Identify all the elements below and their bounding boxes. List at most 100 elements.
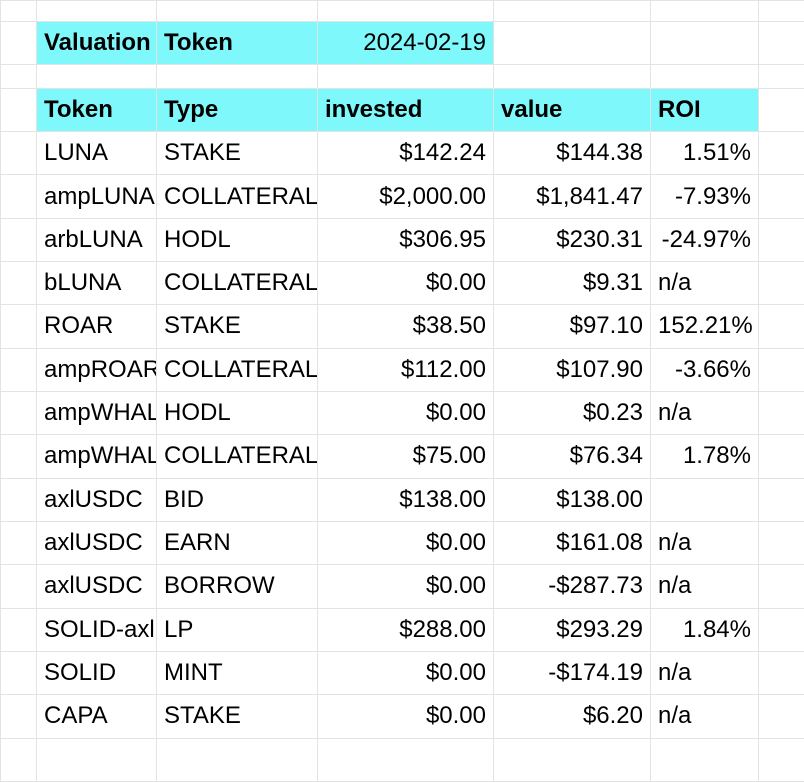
cell-roi[interactable]: 1.51%	[650, 131, 759, 176]
cell-type[interactable]: HODL	[156, 390, 318, 436]
cell-invested[interactable]: $112.00	[317, 347, 494, 392]
cell[interactable]	[36, 0, 157, 22]
cell-type[interactable]: COLLATERAL	[156, 434, 318, 479]
cell-roi[interactable]: n/a	[650, 390, 759, 436]
cell[interactable]	[758, 694, 804, 739]
cell[interactable]	[36, 63, 157, 89]
cell-type[interactable]: COLLATERAL	[156, 260, 318, 306]
cell-token[interactable]: CAPA	[36, 694, 157, 739]
cell[interactable]	[0, 174, 37, 219]
cell[interactable]	[650, 20, 759, 65]
cell-value[interactable]: -$287.73	[493, 564, 651, 609]
cell-invested[interactable]: $2,000.00	[317, 174, 494, 219]
cell-type[interactable]: STAKE	[156, 131, 318, 176]
cell[interactable]	[758, 260, 804, 306]
cell-roi[interactable]: n/a	[650, 260, 759, 306]
cell[interactable]	[0, 304, 37, 349]
cell-token[interactable]: ampLUNA	[36, 174, 157, 219]
cell[interactable]	[758, 434, 804, 479]
cell[interactable]	[758, 650, 804, 696]
valuation-label-cell[interactable]: Valuation	[36, 20, 157, 65]
cell[interactable]	[650, 737, 759, 782]
cell-roi[interactable]: 152.21%	[650, 304, 759, 349]
cell-type[interactable]: COLLATERAL	[156, 347, 318, 392]
cell-value[interactable]: $293.29	[493, 607, 651, 652]
header-cell-type[interactable]: Type	[156, 87, 318, 133]
cell[interactable]	[0, 434, 37, 479]
cell[interactable]	[0, 607, 37, 652]
cell-invested[interactable]: $288.00	[317, 607, 494, 652]
cell[interactable]	[317, 0, 494, 22]
cell-type[interactable]: COLLATERAL	[156, 174, 318, 219]
cell-token[interactable]: ampROAR	[36, 347, 157, 392]
cell[interactable]	[156, 63, 318, 89]
cell-type[interactable]: LP	[156, 607, 318, 652]
cell-roi[interactable]: 1.84%	[650, 607, 759, 652]
cell[interactable]	[0, 63, 37, 89]
cell[interactable]	[0, 737, 37, 782]
cell-invested[interactable]: $306.95	[317, 217, 494, 263]
cell-roi[interactable]	[650, 477, 759, 522]
cell[interactable]	[317, 63, 494, 89]
cell[interactable]	[0, 131, 37, 176]
cell-invested[interactable]: $0.00	[317, 260, 494, 306]
cell-value[interactable]: -$174.19	[493, 650, 651, 696]
cell[interactable]	[0, 87, 37, 133]
cell-roi[interactable]: n/a	[650, 564, 759, 609]
cell-type[interactable]: STAKE	[156, 304, 318, 349]
cell[interactable]	[758, 20, 804, 65]
cell-roi[interactable]: 1.78%	[650, 434, 759, 479]
cell[interactable]	[0, 260, 37, 306]
cell[interactable]	[650, 63, 759, 89]
cell[interactable]	[758, 477, 804, 522]
cell-value[interactable]: $97.10	[493, 304, 651, 349]
header-cell-invested[interactable]: invested	[317, 87, 494, 133]
cell[interactable]	[758, 390, 804, 436]
cell[interactable]	[758, 347, 804, 392]
cell[interactable]	[758, 87, 804, 133]
header-cell-roi[interactable]: ROI	[650, 87, 759, 133]
cell-invested[interactable]: $0.00	[317, 564, 494, 609]
valuation-token-cell[interactable]: Token	[156, 20, 318, 65]
cell-value[interactable]: $230.31	[493, 217, 651, 263]
cell[interactable]	[758, 174, 804, 219]
cell[interactable]	[650, 0, 759, 22]
cell[interactable]	[0, 564, 37, 609]
cell[interactable]	[758, 304, 804, 349]
cell[interactable]	[0, 477, 37, 522]
cell-type[interactable]: MINT	[156, 650, 318, 696]
cell[interactable]	[0, 390, 37, 436]
cell-invested[interactable]: $142.24	[317, 131, 494, 176]
cell-token[interactable]: LUNA	[36, 131, 157, 176]
cell[interactable]	[156, 737, 318, 782]
cell-token[interactable]: ROAR	[36, 304, 157, 349]
cell[interactable]	[0, 217, 37, 263]
cell-type[interactable]: BORROW	[156, 564, 318, 609]
header-cell-token[interactable]: Token	[36, 87, 157, 133]
cell-roi[interactable]: -24.97%	[650, 217, 759, 263]
cell-invested[interactable]: $38.50	[317, 304, 494, 349]
valuation-date-cell[interactable]: 2024-02-19	[317, 20, 494, 65]
cell-token[interactable]: SOLID-axlUSDC	[36, 607, 157, 652]
cell-invested[interactable]: $75.00	[317, 434, 494, 479]
cell-token[interactable]: ampWHALE	[36, 434, 157, 479]
cell-value[interactable]: $1,841.47	[493, 174, 651, 219]
cell-value[interactable]: $161.08	[493, 520, 651, 566]
cell[interactable]	[156, 0, 318, 22]
cell-invested[interactable]: $138.00	[317, 477, 494, 522]
cell[interactable]	[493, 737, 651, 782]
cell[interactable]	[758, 63, 804, 89]
cell-value[interactable]: $107.90	[493, 347, 651, 392]
cell-invested[interactable]: $0.00	[317, 520, 494, 566]
cell-token[interactable]: axlUSDC	[36, 520, 157, 566]
cell-value[interactable]: $76.34	[493, 434, 651, 479]
cell-roi[interactable]: n/a	[650, 650, 759, 696]
cell-value[interactable]: $138.00	[493, 477, 651, 522]
cell-invested[interactable]: $0.00	[317, 694, 494, 739]
cell-token[interactable]: ampWHALE	[36, 390, 157, 436]
cell[interactable]	[758, 217, 804, 263]
cell-token[interactable]: axlUSDC	[36, 564, 157, 609]
cell[interactable]	[758, 520, 804, 566]
cell[interactable]	[0, 20, 37, 65]
cell-invested[interactable]: $0.00	[317, 390, 494, 436]
